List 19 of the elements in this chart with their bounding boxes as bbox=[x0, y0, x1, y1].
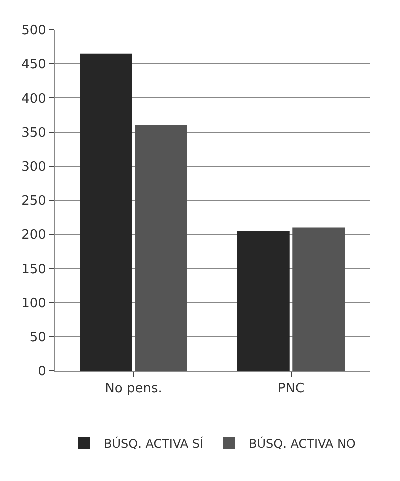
bar bbox=[238, 231, 290, 371]
x-tick-label: PNC bbox=[278, 382, 305, 397]
legend-label: BÚSQ. ACTIVA SÍ bbox=[104, 436, 204, 452]
y-tick-label: 400 bbox=[22, 92, 46, 107]
y-tick-label: 300 bbox=[22, 160, 46, 175]
y-tick-label: 100 bbox=[22, 296, 46, 312]
y-tick-label: 150 bbox=[22, 262, 46, 278]
y-tick-label: 50 bbox=[30, 330, 46, 346]
y-tick-label: 500 bbox=[22, 24, 46, 39]
legend-label: BÚSQ. ACTIVA NO bbox=[249, 436, 356, 452]
x-tick-label: No pens. bbox=[105, 382, 162, 397]
y-tick-label: 350 bbox=[22, 126, 46, 141]
bar bbox=[80, 54, 132, 371]
y-tick-label: 250 bbox=[22, 194, 46, 210]
bar bbox=[292, 228, 345, 371]
y-tick-label: 0 bbox=[38, 364, 46, 380]
y-tick-label: 450 bbox=[22, 58, 46, 73]
bar bbox=[135, 125, 188, 371]
y-tick-label: 200 bbox=[22, 228, 46, 244]
